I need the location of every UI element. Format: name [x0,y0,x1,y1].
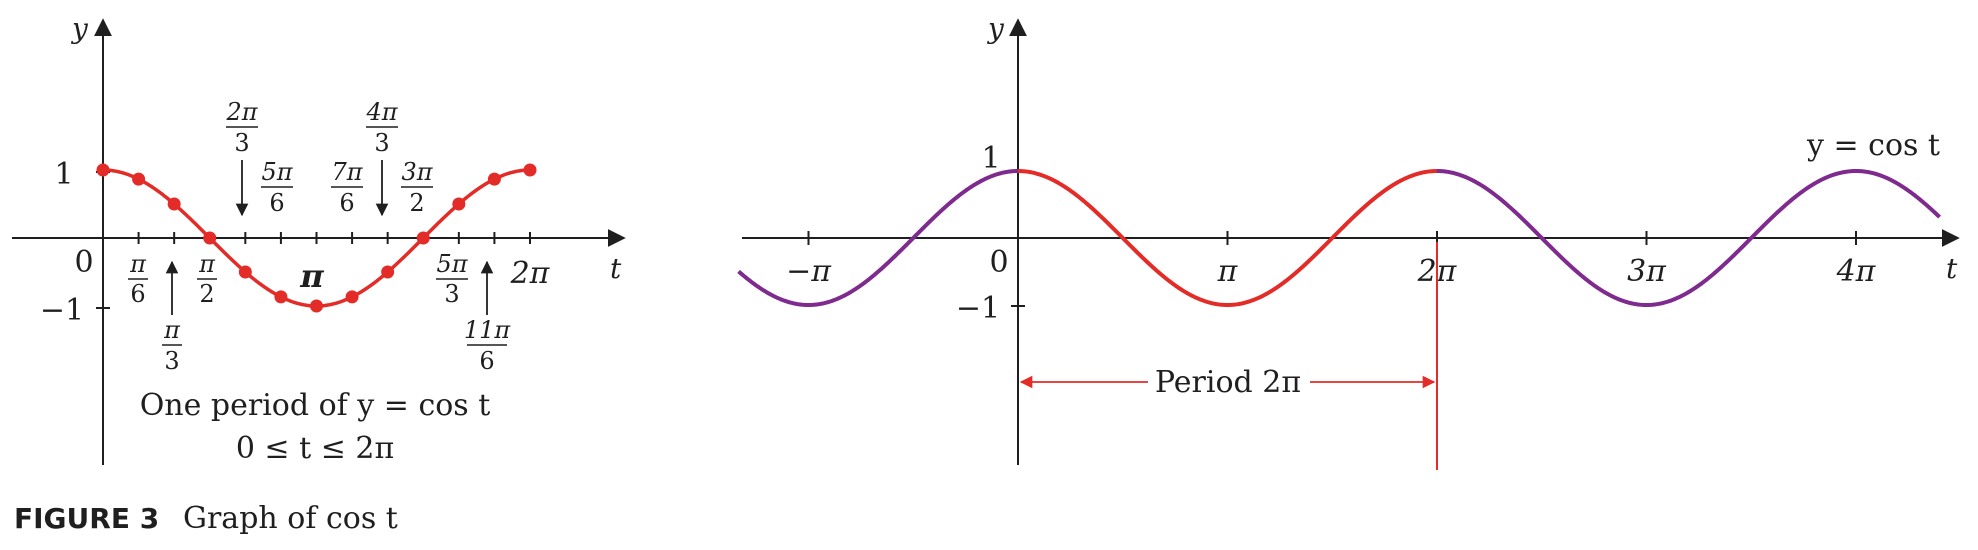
right-series-label: y = cos t [1806,128,1940,163]
five-pi-over-6-num: 5π [261,158,293,186]
left-chart-subtitle: 0 ≤ t ≤ 2π [236,431,394,466]
left-origin-label: 0 [74,245,93,280]
figure-label: FIGURE 3 [14,502,159,535]
pi-over-2-den: 2 [199,280,214,308]
left-y-tick-label-minus1: −1 [40,293,84,328]
pi-over-2-num: π [198,250,216,278]
right-x-tick-label: 3π [1627,254,1667,289]
tick-label-three-pi-over-2: 3π 2 [401,158,434,217]
left-chart: y t 1 −1 0 π 6 π 3 π 2 2π [12,12,626,466]
two-pi-over-3-den: 3 [234,129,249,157]
tick-label-five-pi-over-3: 5π 3 [436,250,469,308]
right-x-tick-label: −π [786,254,832,289]
right-x-axis-label: t [1946,252,1958,285]
data-point [310,299,323,313]
period-label: Period 2π [1155,365,1301,400]
three-pi-over-2-den: 2 [409,189,424,217]
tick-label-eleven-pi-over-6: 11π 6 [464,316,512,375]
right-y-tick-label-1: 1 [981,141,1000,176]
right-chart: y t 1 −1 0 −π π 2π 3π 4π y = cos t Period 2π [737,12,1960,470]
tick-label-pi: π [299,257,324,295]
data-point [416,231,430,245]
pi-over-3-num: π [163,316,181,344]
eleven-pi-over-6-den: 6 [479,347,494,375]
tick-label-two-pi: 2π [510,256,551,291]
tick-label-four-pi-over-3: 4π 3 [365,98,398,157]
pi-over-6-den: 6 [130,280,145,308]
data-point [487,172,501,186]
five-pi-over-3-den: 3 [444,280,459,308]
right-curve-segment-left-purple [737,169,1019,308]
figure-caption: Graph of cos t [183,501,398,536]
two-pi-over-3-num: 2π [225,98,258,126]
eleven-pi-over-6-num: 11π [464,316,512,344]
right-y-axis-label: y [986,12,1005,45]
data-point [132,172,146,186]
left-x-axis-label: t [610,252,622,285]
data-point [238,265,252,279]
five-pi-over-3-num: 5π [436,250,468,278]
right-x-tick-labels: −π π 2π 3π 4π [786,254,1877,289]
right-y-tick-label-minus1: −1 [956,291,1000,326]
data-point [274,290,288,304]
tick-label-five-pi-over-6: 5π 6 [261,158,294,217]
right-x-tick-label: 4π [1836,254,1877,289]
data-point [381,265,395,279]
right-x-tick-label: π [1217,254,1239,289]
tick-label-two-pi-over-3: 2π 3 [225,98,258,157]
tick-label-pi-over-3: π 3 [162,316,182,375]
left-chart-title: One period of y = cos t [140,388,491,423]
four-pi-over-3-den: 3 [374,129,389,157]
right-origin-label: 0 [989,245,1008,280]
seven-pi-over-6-num: 7π [331,158,363,186]
left-y-axis-label: y [70,12,89,45]
four-pi-over-3-num: 4π [365,98,398,126]
data-point [345,290,359,304]
seven-pi-over-6-den: 6 [339,189,354,217]
data-point [452,197,466,211]
pi-over-6-num: π [129,250,147,278]
right-curve-segment-right-purple [1436,168,1941,308]
data-point [167,197,181,211]
data-point [96,163,110,177]
pi-over-3-den: 3 [164,347,179,375]
tick-label-pi-over-2: π 2 [197,250,217,308]
three-pi-over-2-num: 3π [401,158,433,186]
tick-label-pi-over-6: π 6 [128,250,148,308]
tick-label-seven-pi-over-6: 7π 6 [331,158,364,217]
data-point [523,163,537,177]
right-curve-segment-red-period [1017,169,1438,308]
left-y-tick-label-1: 1 [54,157,73,192]
left-data-points [96,163,537,313]
five-pi-over-6-den: 6 [269,189,284,217]
data-point [203,231,217,245]
